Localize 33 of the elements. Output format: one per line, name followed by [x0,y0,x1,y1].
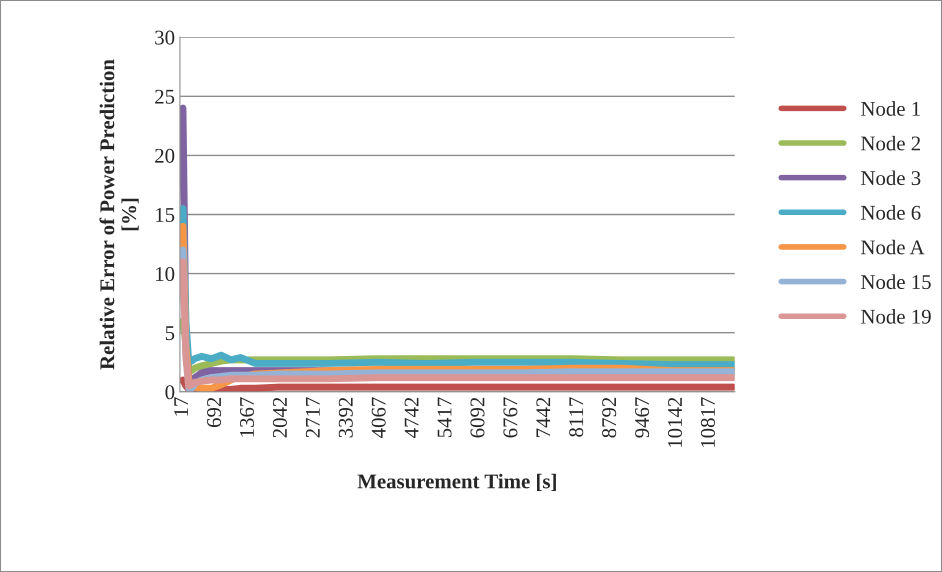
y-tick-label: 15 [156,208,174,222]
x-tick-label: 692 [207,398,222,428]
x-tick-label: 3392 [338,398,353,438]
legend-label: Node 19 [861,309,931,324]
x-tick-label: 10142 [668,398,682,447]
x-axis-title: Measurement Time [s] [358,474,556,492]
x-tick-label: 6767 [503,397,518,438]
x-tick-label: 10817 [700,397,715,447]
x-tick-label: 5417 [438,397,452,438]
legend-label: Node 6 [861,205,921,220]
x-tick-label: 8792 [602,398,616,438]
y-tick-label: 5 [166,326,174,340]
x-tick-label: 1367 [240,397,254,437]
y-tick-label: 10 [156,266,174,282]
x-tick-label: 2717 [306,397,320,438]
x-tick-label: 4067 [372,397,386,438]
x-tick-label: 8117 [569,397,584,437]
legend-label: Node 1 [861,101,920,116]
y-tick-label: 25 [155,90,174,104]
legend-label: Node 15 [861,274,931,290]
x-tick-label: 6092 [470,398,484,438]
x-tick-label: 7442 [536,398,550,437]
y-tick-label: 30 [155,30,174,45]
x-tick-label: 9467 [635,397,650,438]
x-tick-label: 2042 [272,398,287,438]
x-tick-label: 17 [174,397,188,416]
x-tick-label: 4742 [404,398,418,438]
legend-label: Node 2 [861,136,920,150]
y-tick-label: 20 [155,148,174,163]
legend-label: Node A [861,240,924,254]
y-tick-label: 0 [165,385,174,400]
legend-label: Node 3 [861,170,920,186]
y-axis-title: Relative Error of Power Prediction [%] [99,59,139,370]
